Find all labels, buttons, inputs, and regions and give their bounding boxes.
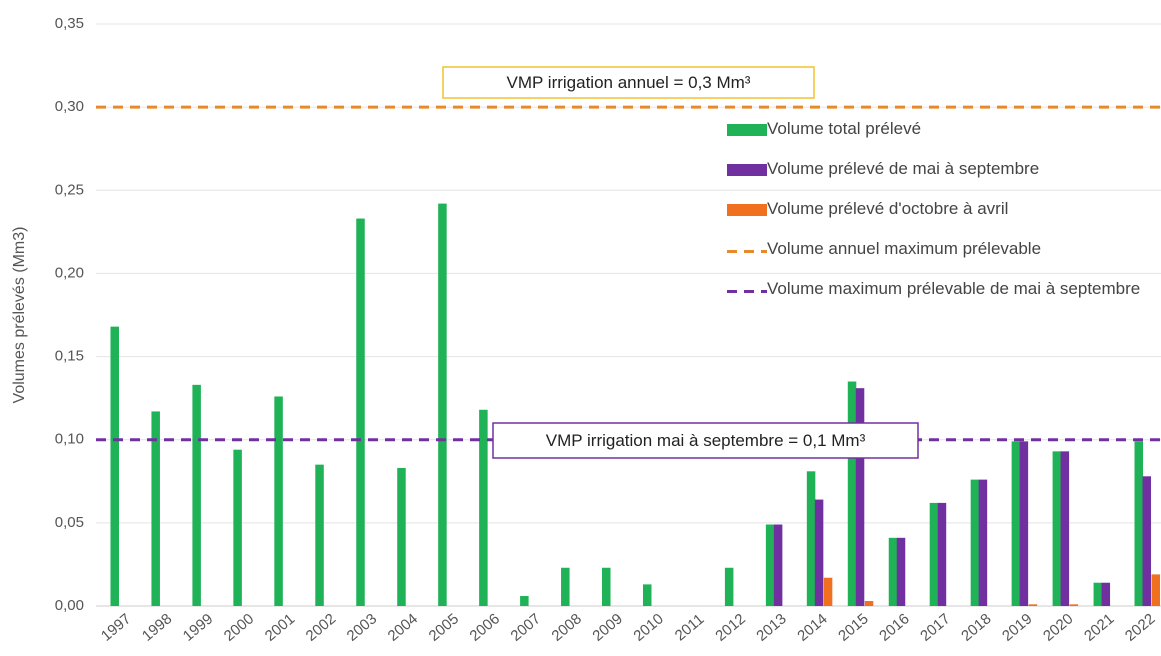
x-tick-label: 2017 [917,610,953,644]
bar [765,524,775,606]
bar [520,596,529,606]
legend-label: Volume annuel maximum prélevable [767,239,1042,258]
legend-item: Volume maximum prélevable de mai à septe… [727,279,1161,300]
legend-label: Volume prélevé de mai à septembre [767,159,1040,178]
legend-item: Volume prélevé de mai à septembre [727,159,1161,180]
x-tick-label: 2014 [794,610,830,644]
bar [438,203,447,607]
x-tick-label: 2007 [508,610,544,644]
bar [1028,604,1038,606]
bar [356,218,365,606]
bar [1060,451,1070,606]
bar [1011,441,1021,606]
bar [823,577,833,606]
x-tick-label: 1997 [98,610,134,644]
x-tick-label: 2019 [999,610,1035,644]
bar [978,479,988,606]
legend-marker [727,124,767,136]
annotation-box [492,422,919,459]
legend-label: Volume maximum prélevable de mai à septe… [767,279,1141,298]
y-tick-label: 0,00 [55,597,84,614]
annotation-box [442,66,815,99]
x-tick-label: 2020 [1040,610,1076,644]
x-tick-label: 1998 [139,610,175,644]
bar [602,567,611,606]
legend-label: Volume prélevé d'octobre à avril [767,199,1009,218]
bar [773,524,783,606]
bar [724,567,734,606]
bar [1052,451,1062,606]
y-tick-label: 0,05 [55,514,84,531]
x-tick-label: 2009 [589,610,625,644]
y-tick-label: 0,20 [55,264,84,281]
legend-item: Volume annuel maximum prélevable [727,239,1161,260]
bar [110,326,119,606]
x-tick-label: 2022 [1122,610,1158,644]
legend-marker [727,164,767,176]
x-tick-label: 2016 [876,610,912,644]
y-tick-label: 0,35 [55,15,84,32]
bar [151,411,160,606]
x-tick-label: 2001 [262,610,298,644]
x-tick-label: 2015 [835,610,871,644]
x-tick-label: 2002 [303,610,339,644]
x-tick-label: 2003 [344,610,380,644]
x-tick-label: 2021 [1081,610,1117,644]
x-tick-label: 2011 [672,611,708,645]
bar [397,467,406,606]
x-tick-label: 2008 [548,610,584,644]
x-tick-label: 2018 [958,610,994,644]
bar [855,388,865,606]
bar [1019,441,1029,606]
bar [315,464,324,606]
legend-item: Volume total prélevé [727,119,1161,140]
bar [1134,441,1144,606]
legend-marker [727,204,767,216]
bar [864,601,874,606]
legend-item: Volume prélevé d'octobre à avril [727,199,1161,220]
bar [847,381,857,606]
x-tick-label: 1999 [180,610,216,644]
x-tick-label: 2004 [385,610,421,644]
legend: Volume total prélevé Volume prélevé de ma… [727,119,1161,320]
y-tick-label: 0,10 [55,431,84,448]
bar [1069,604,1079,606]
x-tick-label: 2006 [467,610,503,644]
x-tick-label: 2012 [712,610,748,644]
bar [642,584,652,606]
bar [479,409,488,606]
y-tick-label: 0,30 [55,98,84,115]
bar [888,537,898,606]
y-tick-label: 0,15 [55,348,84,365]
bar [1151,574,1161,606]
x-tick-label: 2010 [630,610,666,644]
bar [814,499,824,606]
annotation: VMP irrigation annuel = 0,3 Mm³ [507,73,751,92]
bar [233,449,242,606]
y-axis-label: Volumes prélevés (Mm3) [11,227,28,404]
y-tick-label: 0,25 [55,181,84,198]
bar [561,567,570,606]
bar [937,502,947,606]
bar [929,502,939,606]
legend-label: Volume total prélevé [767,119,922,138]
bar [192,384,201,606]
bar [274,396,283,606]
bar [1093,582,1103,606]
x-tick-label: 2005 [426,610,462,644]
bar [1142,476,1152,606]
x-tick-label: 2013 [753,610,789,644]
legend-marker [727,290,767,293]
bar [896,537,906,606]
bar [806,471,816,606]
x-tick-label: 2000 [221,610,257,644]
legend-marker [727,250,767,253]
bar [970,479,980,606]
annotation: VMP irrigation mai à septembre = 0,1 Mm³ [546,431,866,450]
bar [1101,582,1111,606]
